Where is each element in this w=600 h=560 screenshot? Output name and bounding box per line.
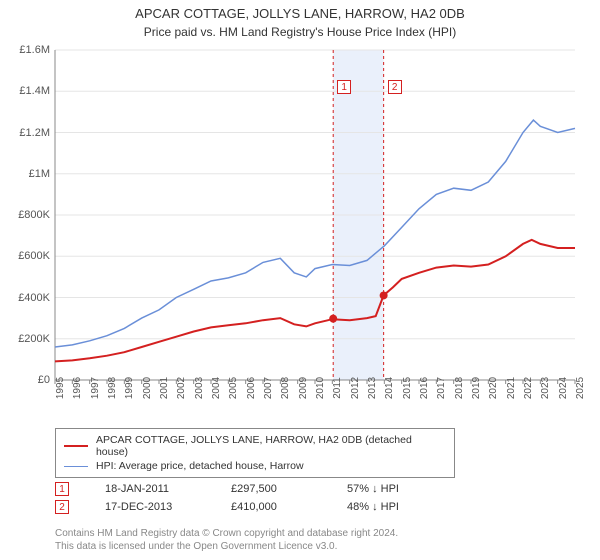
sales-row-delta: 48% ↓ HPI	[347, 501, 399, 513]
y-tick-label: £1.4M	[0, 85, 50, 97]
x-tick-label: 2009	[298, 377, 309, 399]
y-tick-label: £200K	[0, 333, 50, 345]
x-tick-label: 2011	[332, 377, 343, 399]
x-tick-label: 2017	[436, 377, 447, 399]
sales-row-price: £410,000	[231, 501, 311, 513]
x-tick-label: 2023	[540, 377, 551, 399]
x-tick-label: 2007	[263, 377, 274, 399]
x-tick-label: 2006	[246, 377, 257, 399]
x-tick-label: 2000	[142, 377, 153, 399]
plot-area	[55, 50, 575, 380]
sales-row-price: £297,500	[231, 483, 311, 495]
sales-row: 1 18-JAN-2011 £297,500 57% ↓ HPI	[55, 480, 399, 498]
legend: APCAR COTTAGE, JOLLYS LANE, HARROW, HA2 …	[55, 428, 455, 478]
chart-title: APCAR COTTAGE, JOLLYS LANE, HARROW, HA2 …	[0, 0, 600, 23]
sales-row-marker: 1	[55, 482, 69, 496]
x-tick-label: 2019	[471, 377, 482, 399]
legend-item-hpi: HPI: Average price, detached house, Harr…	[64, 459, 446, 473]
sales-row-date: 18-JAN-2011	[105, 483, 195, 495]
x-tick-label: 2003	[194, 377, 205, 399]
x-tick-label: 2008	[280, 377, 291, 399]
x-tick-label: 1995	[55, 377, 66, 399]
vertical-marker-label: 2	[388, 80, 402, 94]
y-tick-label: £1.6M	[0, 44, 50, 56]
x-tick-label: 2004	[211, 377, 222, 399]
x-tick-label: 2001	[159, 377, 170, 399]
y-tick-label: £600K	[0, 250, 50, 262]
sales-row-delta: 57% ↓ HPI	[347, 483, 399, 495]
x-tick-label: 2014	[384, 377, 395, 399]
y-tick-label: £1.2M	[0, 127, 50, 139]
y-tick-label: £0	[0, 374, 50, 386]
x-tick-label: 2018	[454, 377, 465, 399]
legend-swatch-price-paid	[64, 445, 88, 447]
chart-subtitle: Price paid vs. HM Land Registry's House …	[0, 23, 600, 39]
x-tick-label: 2013	[367, 377, 378, 399]
legend-swatch-hpi	[64, 466, 88, 467]
x-tick-label: 2020	[488, 377, 499, 399]
chart-container: APCAR COTTAGE, JOLLYS LANE, HARROW, HA2 …	[0, 0, 600, 560]
x-tick-label: 1997	[90, 377, 101, 399]
x-tick-label: 2015	[402, 377, 413, 399]
sales-row-marker: 2	[55, 500, 69, 514]
footer-line-1: Contains HM Land Registry data © Crown c…	[55, 528, 398, 541]
footer: Contains HM Land Registry data © Crown c…	[55, 528, 398, 553]
footer-line-2: This data is licensed under the Open Gov…	[55, 541, 398, 554]
x-tick-label: 2024	[558, 377, 569, 399]
sales-table: 1 18-JAN-2011 £297,500 57% ↓ HPI 2 17-DEC-201…	[55, 480, 399, 516]
x-tick-label: 2002	[176, 377, 187, 399]
x-tick-label: 2016	[419, 377, 430, 399]
x-tick-label: 2010	[315, 377, 326, 399]
x-tick-label: 2022	[523, 377, 534, 399]
legend-label-hpi: HPI: Average price, detached house, Harr…	[96, 460, 304, 472]
x-tick-label: 2021	[506, 377, 517, 399]
x-tick-label: 1999	[124, 377, 135, 399]
plot-svg	[55, 50, 575, 380]
vertical-marker-label: 1	[337, 80, 351, 94]
x-tick-label: 2025	[575, 377, 586, 399]
x-tick-label: 1998	[107, 377, 118, 399]
sales-row-date: 17-DEC-2013	[105, 501, 195, 513]
x-tick-label: 2012	[350, 377, 361, 399]
sales-row: 2 17-DEC-2013 £410,000 48% ↓ HPI	[55, 498, 399, 516]
legend-item-price-paid: APCAR COTTAGE, JOLLYS LANE, HARROW, HA2 …	[64, 433, 446, 459]
y-tick-label: £800K	[0, 209, 50, 221]
y-tick-label: £400K	[0, 292, 50, 304]
y-tick-label: £1M	[0, 168, 50, 180]
x-tick-label: 1996	[72, 377, 83, 399]
legend-label-price-paid: APCAR COTTAGE, JOLLYS LANE, HARROW, HA2 …	[96, 434, 446, 458]
x-tick-label: 2005	[228, 377, 239, 399]
